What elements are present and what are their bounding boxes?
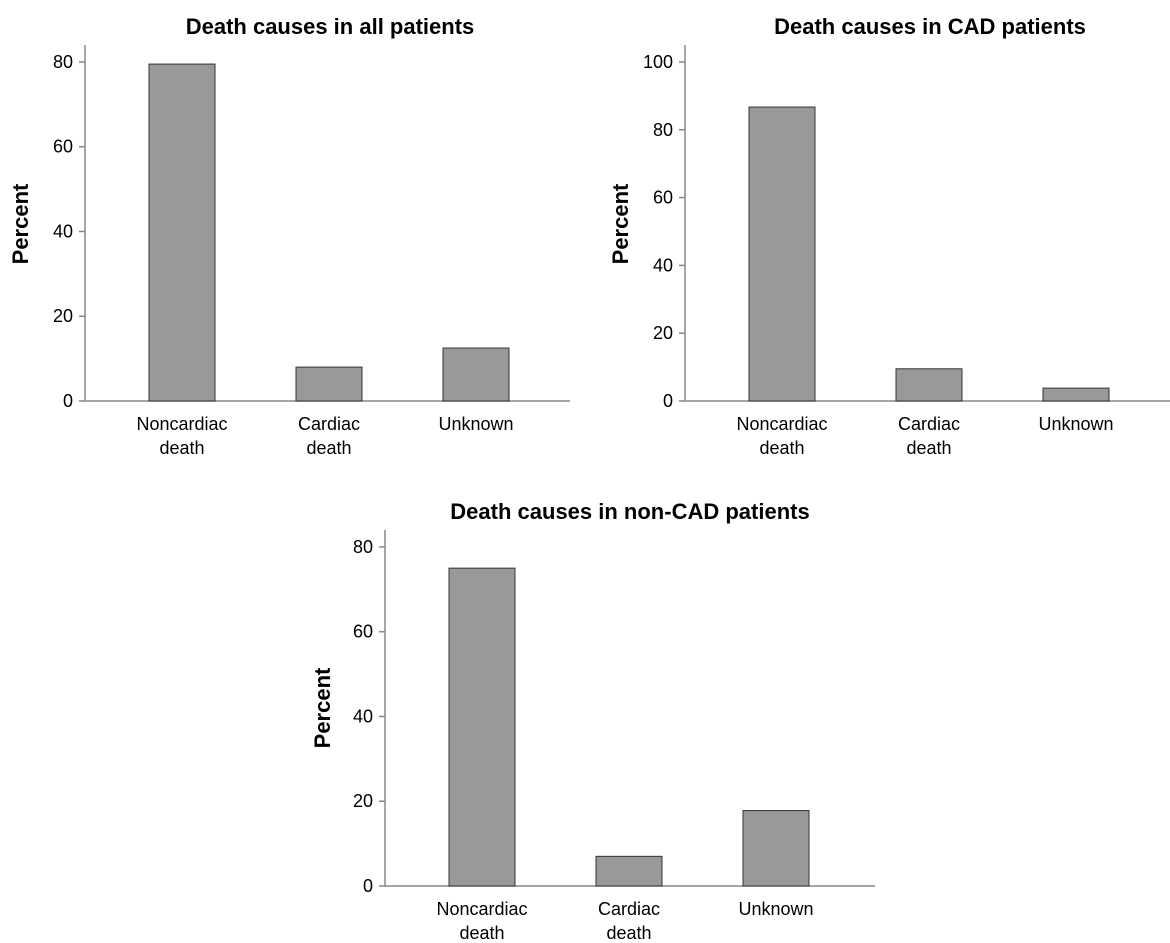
chart-panel-all-patients: Death causes in all patients Percent 0 20…: [8, 14, 570, 458]
x-category-label-line: Unknown: [738, 899, 813, 919]
y-tick-label: 40: [653, 255, 673, 275]
bar: [748, 106, 816, 402]
x-category-label: Unknown: [738, 899, 813, 919]
y-tick-label: 100: [643, 52, 673, 72]
chart-title: Death causes in CAD patients: [774, 14, 1086, 39]
x-category-label: Cardiac death: [898, 414, 960, 458]
x-category-label-line: Noncardiac: [736, 414, 827, 434]
y-tick-label: 60: [653, 188, 673, 208]
chart-panel-non-cad-patients: Death causes in non-CAD patients Percent…: [310, 499, 875, 943]
y-tick-label: 20: [653, 323, 673, 343]
y-tick-label: 40: [353, 706, 373, 726]
x-category-label-line: Unknown: [438, 414, 513, 434]
x-category-label-line: death: [906, 438, 951, 458]
y-tick-label: 80: [53, 52, 73, 72]
x-category-label-line: death: [306, 438, 351, 458]
x-category-label-line: Unknown: [1038, 414, 1113, 434]
x-category-label-line: death: [159, 438, 204, 458]
x-category-label-line: Noncardiac: [136, 414, 227, 434]
x-category-label-line: Cardiac: [598, 899, 660, 919]
y-tick-label: 60: [353, 622, 373, 642]
x-category-label: Unknown: [438, 414, 513, 434]
x-category-label: Cardiac death: [298, 414, 360, 458]
y-axis-label: Percent: [310, 667, 335, 748]
y-tick-label: 20: [353, 791, 373, 811]
x-category-label: Unknown: [1038, 414, 1113, 434]
x-category-label-line: Cardiac: [298, 414, 360, 434]
x-category-label-line: Cardiac: [898, 414, 960, 434]
bar: [148, 63, 216, 402]
x-category-label: Cardiac death: [598, 899, 660, 943]
bar: [442, 347, 510, 402]
y-tick-label: 0: [363, 876, 373, 896]
bar: [595, 855, 663, 887]
bar: [448, 567, 516, 887]
x-category-label: Noncardiac death: [436, 899, 527, 943]
y-axis-label: Percent: [8, 183, 33, 264]
y-tick-label: 80: [353, 537, 373, 557]
y-tick-label: 40: [53, 221, 73, 241]
x-category-label-line: death: [606, 923, 651, 943]
chart-title: Death causes in all patients: [186, 14, 475, 39]
bar: [895, 368, 963, 402]
y-tick-label: 0: [63, 391, 73, 411]
x-category-label-line: Noncardiac: [436, 899, 527, 919]
y-tick-label: 20: [53, 306, 73, 326]
x-category-label-line: death: [759, 438, 804, 458]
y-tick-label: 60: [53, 137, 73, 157]
x-category-label: Noncardiac death: [736, 414, 827, 458]
bar: [742, 810, 810, 887]
y-axis-label: Percent: [608, 183, 633, 264]
y-tick-label: 80: [653, 120, 673, 140]
chart-panel-cad-patients: Death causes in CAD patients Percent 0 20…: [608, 14, 1170, 458]
y-tick-label: 0: [663, 391, 673, 411]
chart-title: Death causes in non-CAD patients: [450, 499, 809, 524]
bar: [1042, 387, 1110, 402]
x-category-label: Noncardiac death: [136, 414, 227, 458]
x-category-label-line: death: [459, 923, 504, 943]
bar: [295, 366, 363, 402]
